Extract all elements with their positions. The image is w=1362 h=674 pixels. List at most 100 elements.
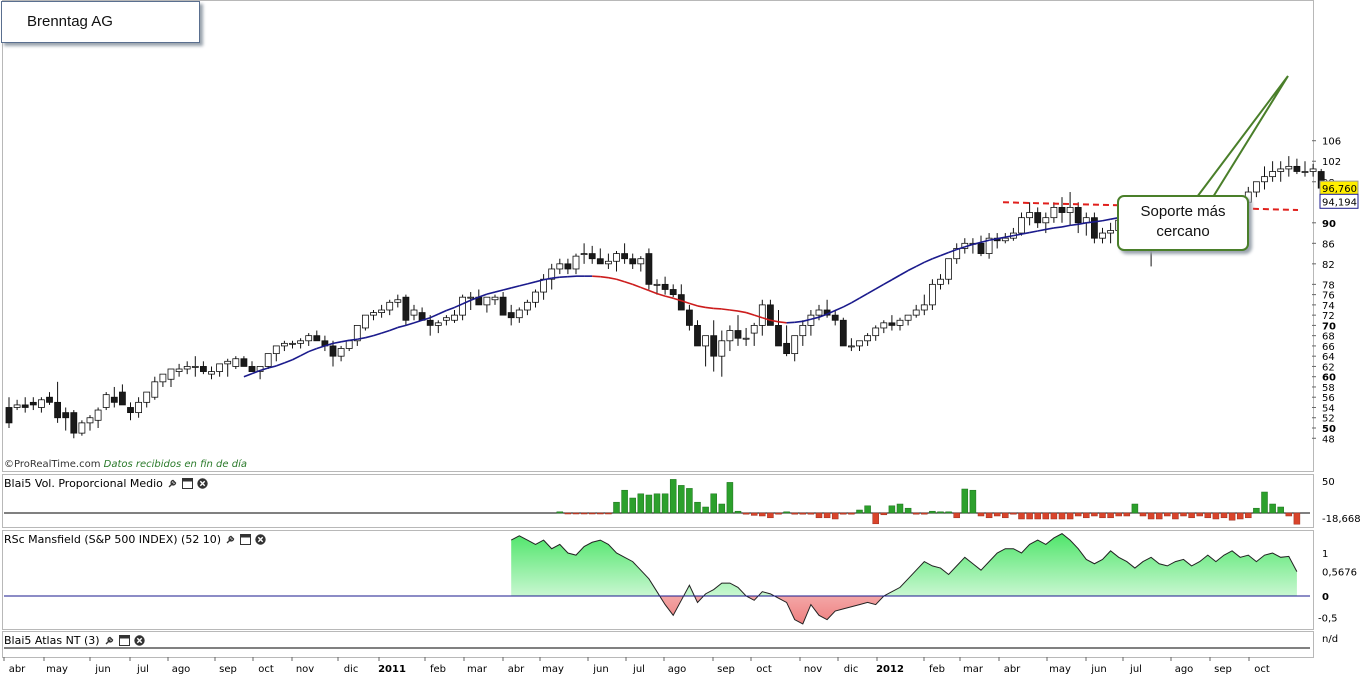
x-axis-label: dic xyxy=(844,664,859,674)
moving-average-segment xyxy=(340,339,350,343)
x-axis-label: jul xyxy=(1129,664,1142,674)
candle-body xyxy=(329,345,337,357)
window-icon[interactable] xyxy=(118,635,130,646)
candle-body xyxy=(864,335,871,342)
candle-body xyxy=(199,366,207,372)
x-axis-label: jul xyxy=(632,664,645,674)
volume-bar xyxy=(840,512,847,515)
mansfield-axis-label: 0 xyxy=(1322,592,1329,603)
candle-body xyxy=(1253,181,1260,193)
moving-average-segment xyxy=(956,246,966,251)
mansfield-axis-label: -0,5 xyxy=(1318,614,1338,625)
moving-average-segment xyxy=(567,275,577,278)
volume-bar xyxy=(775,512,782,515)
volume-bar xyxy=(848,512,855,515)
moving-average-segment xyxy=(502,287,512,291)
moving-average-segment xyxy=(1061,224,1071,228)
volume-bar xyxy=(1220,512,1228,519)
moving-average-segment xyxy=(373,332,382,337)
copyright-data-note: Datos recibidos en fin de día xyxy=(103,459,247,470)
volume-bar xyxy=(1204,512,1212,519)
volume-bar xyxy=(888,505,896,514)
candle-body xyxy=(1285,165,1293,170)
moving-average-segment xyxy=(535,278,544,283)
candle-body xyxy=(637,258,645,265)
moving-average-segment xyxy=(616,278,625,283)
window-icon[interactable] xyxy=(240,534,252,545)
candle-body xyxy=(1026,212,1033,219)
moving-average-segment xyxy=(332,341,342,345)
volume-bar xyxy=(597,512,604,515)
moving-average-segment xyxy=(292,354,301,361)
x-axis-label: ago xyxy=(668,664,687,674)
moving-average-segment xyxy=(794,320,803,324)
moving-average-segment xyxy=(300,350,310,357)
candle-body xyxy=(378,309,386,313)
candle-body xyxy=(937,278,944,285)
candle-body xyxy=(402,296,410,321)
volume-last-label: -18,668 xyxy=(1322,514,1361,525)
moving-average-segment xyxy=(964,243,974,248)
volume-bar xyxy=(1236,512,1244,520)
volume-bar xyxy=(896,503,904,514)
moving-average-segment xyxy=(770,319,779,323)
moving-average-segment xyxy=(243,372,253,378)
moving-average-segment xyxy=(421,316,431,322)
support-callout: Soporte más cercano xyxy=(1117,195,1249,251)
candle-body xyxy=(280,342,288,347)
window-icon[interactable] xyxy=(181,478,193,489)
copyright-note: ©ProRealTime.com Datos recibidos en fin … xyxy=(4,459,247,470)
wrench-icon[interactable] xyxy=(167,478,178,489)
moving-average-segment xyxy=(753,314,763,319)
candle-body xyxy=(1001,237,1009,242)
candle-body xyxy=(313,335,321,342)
moving-average-segment xyxy=(527,281,536,285)
volume-bar xyxy=(1180,512,1187,517)
candle-body xyxy=(451,314,458,321)
moving-average-segment xyxy=(478,293,488,298)
moving-average-segment xyxy=(810,316,820,321)
close-icon[interactable] xyxy=(197,478,208,489)
candle-body xyxy=(1034,212,1042,224)
candle-body xyxy=(143,391,151,403)
close-icon[interactable] xyxy=(255,534,266,545)
moving-average-segment xyxy=(592,275,601,278)
moving-average-segment xyxy=(1078,222,1087,226)
candle-body xyxy=(499,296,507,316)
candle-body xyxy=(38,399,45,408)
candle-body xyxy=(46,396,53,403)
candle-body xyxy=(920,304,928,311)
volume-bar xyxy=(953,512,960,519)
candle-body xyxy=(653,283,661,286)
volume-bar xyxy=(783,511,790,514)
volume-bar xyxy=(572,512,580,515)
mansfield-last-label: 0,5676 xyxy=(1322,568,1357,579)
candle-body xyxy=(1018,217,1025,234)
candle-body xyxy=(977,242,985,254)
volume-bar xyxy=(702,506,709,514)
support-callout-text: Soporte más cercano xyxy=(1140,203,1226,240)
price-axis-label: 106 xyxy=(1322,137,1341,148)
atlas-panel xyxy=(2,631,1314,658)
candle-body xyxy=(1261,176,1268,183)
volume-bar xyxy=(580,512,588,515)
candle-body xyxy=(119,391,126,406)
close-icon[interactable] xyxy=(133,635,145,646)
moving-average-segment xyxy=(1029,230,1038,234)
candle-body xyxy=(86,417,94,424)
candle-body xyxy=(297,340,305,344)
volume-bar xyxy=(1172,512,1179,520)
moving-average-segment xyxy=(268,365,277,369)
moving-average-segment xyxy=(899,269,909,276)
volume-bar xyxy=(556,511,564,514)
wrench-icon[interactable] xyxy=(225,534,236,545)
moving-average-segment xyxy=(915,261,925,268)
candle-body xyxy=(289,342,296,345)
candle-body xyxy=(272,345,280,355)
x-axis-label: feb xyxy=(430,664,446,674)
wrench-icon[interactable] xyxy=(104,635,115,646)
candle-body xyxy=(29,401,37,406)
candle-body xyxy=(799,324,807,337)
